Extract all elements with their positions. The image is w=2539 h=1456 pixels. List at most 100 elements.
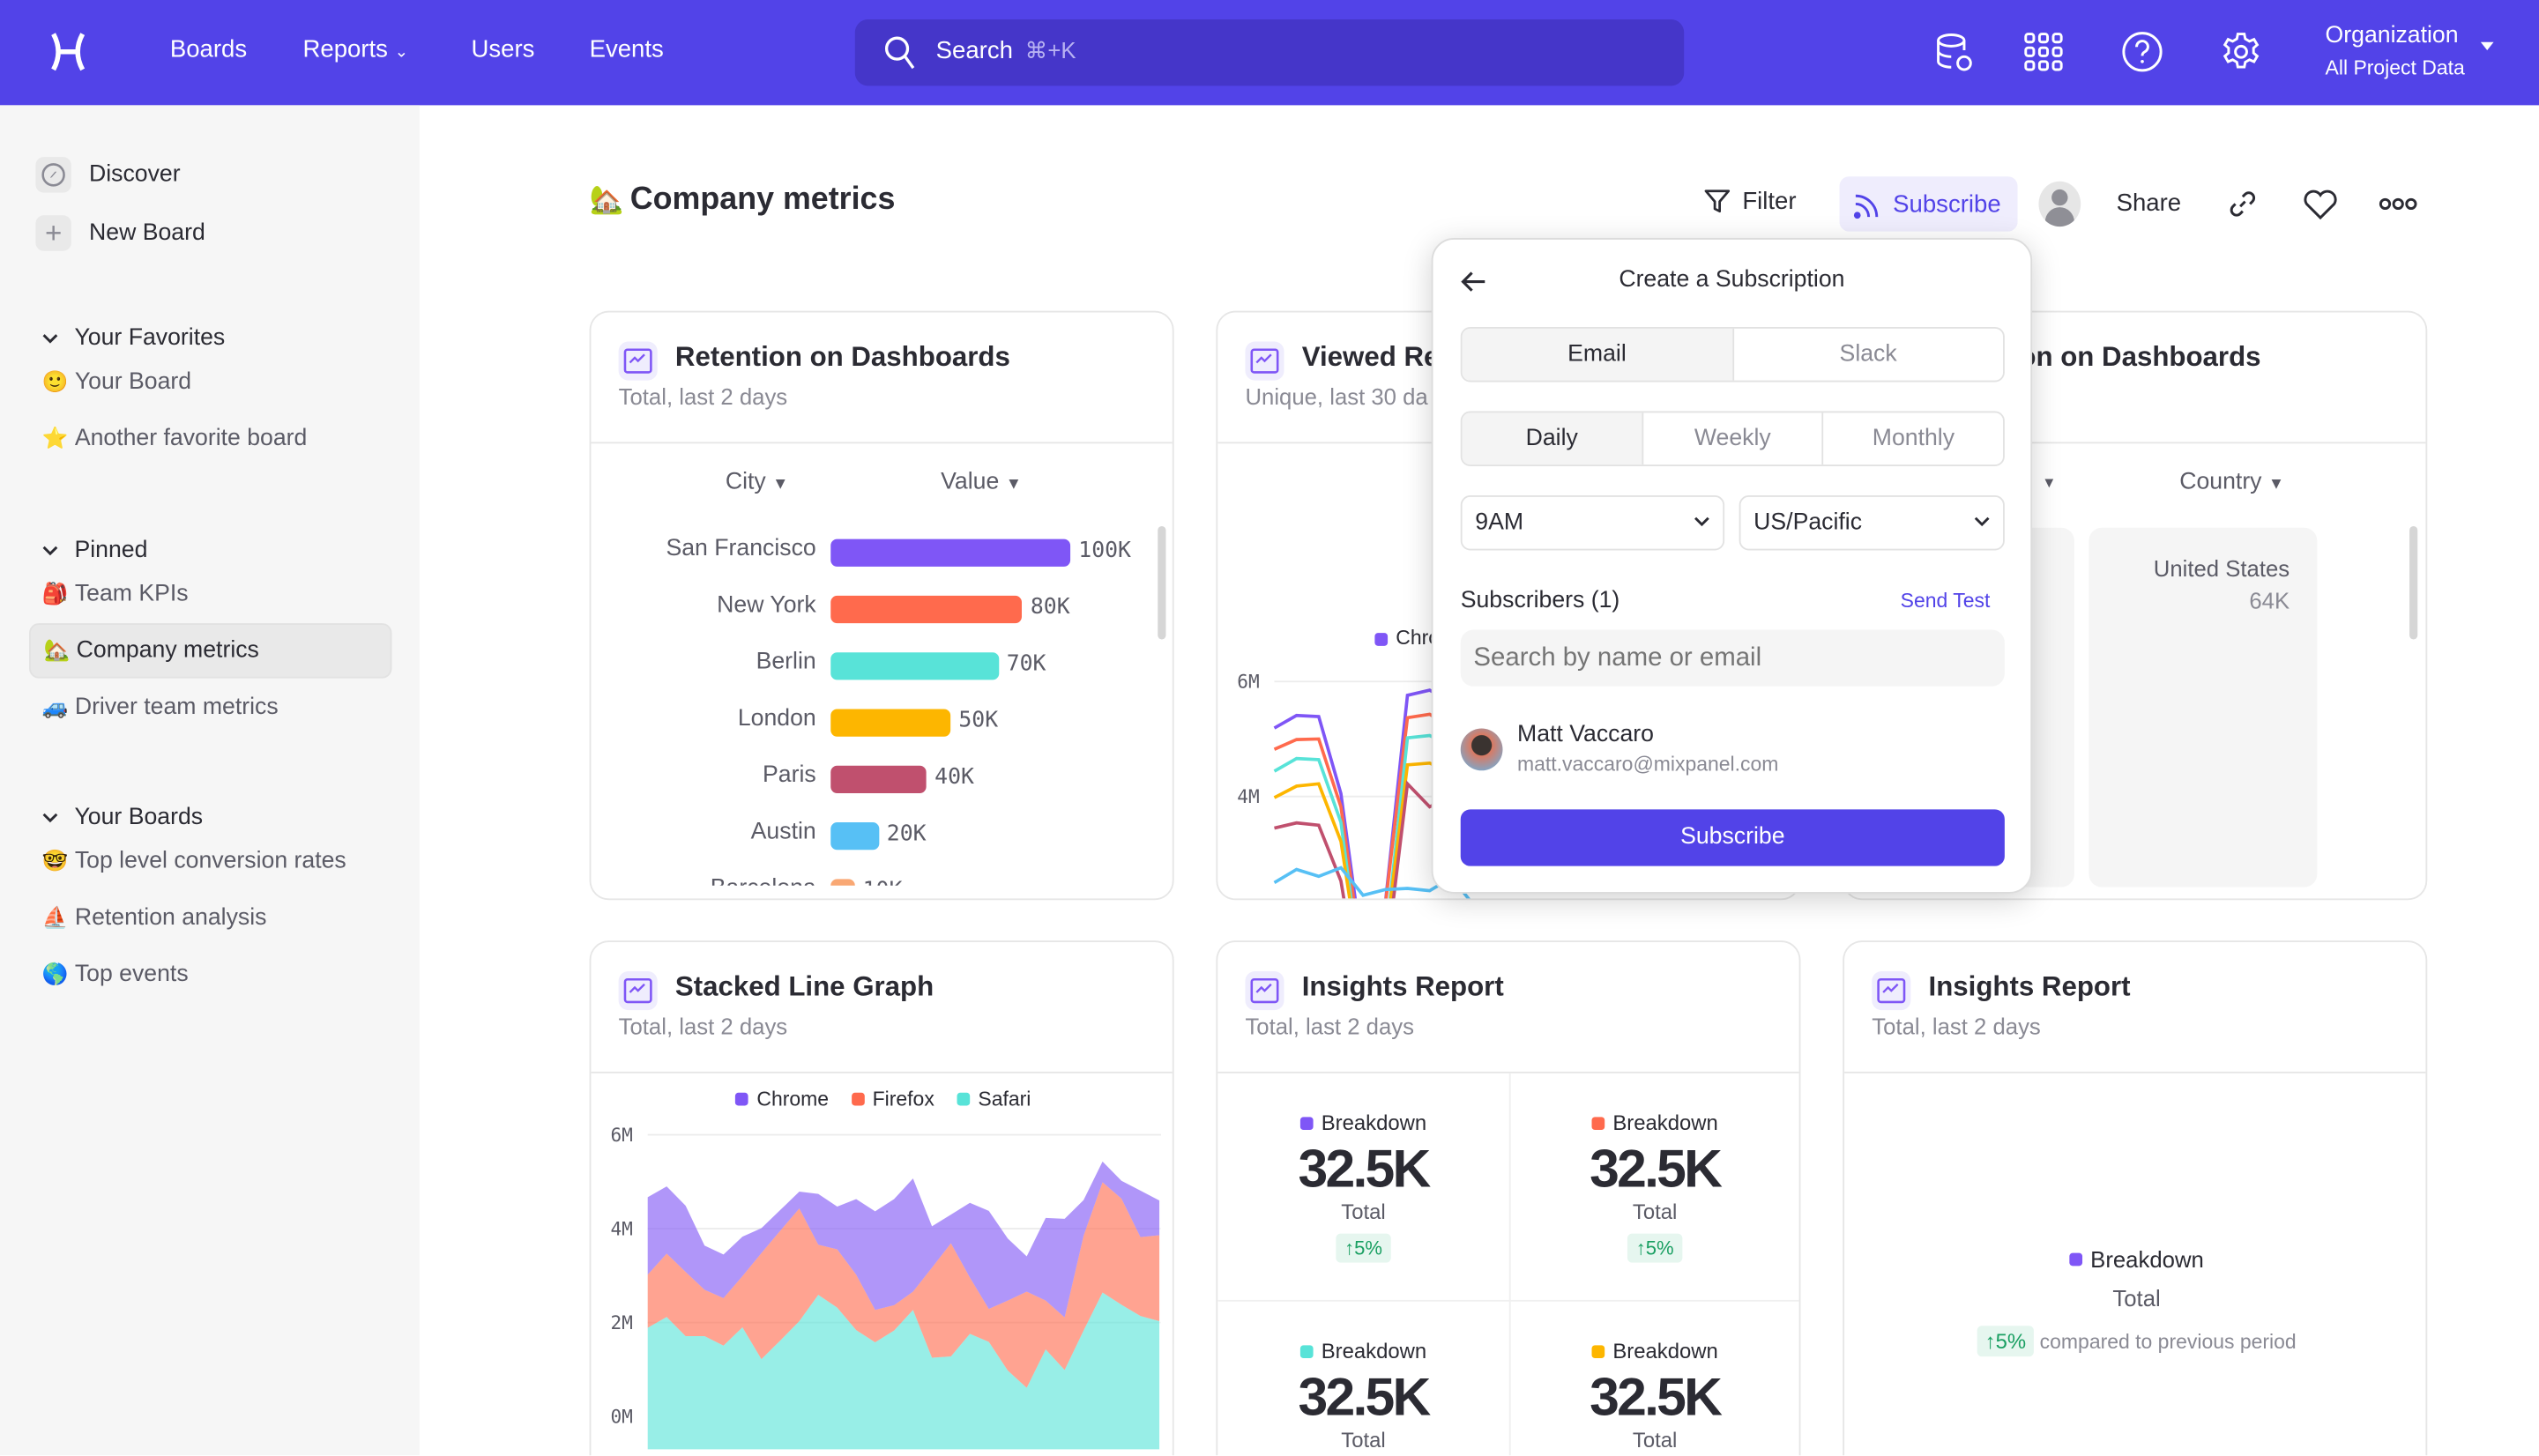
sidebar-section-header[interactable]: Your Favorites [42, 325, 225, 352]
metric-label: Breakdown [1509, 1111, 1799, 1135]
tab-daily[interactable]: Daily [1462, 412, 1642, 465]
line-chart-icon [618, 341, 658, 381]
nav-reports[interactable]: Reports ⌄ [302, 35, 408, 63]
caret-down-icon[interactable]: ▼ [2042, 474, 2057, 491]
column-label: City [725, 469, 766, 496]
search-input[interactable]: Search ⌘+K [854, 19, 1685, 86]
sidebar-section-header[interactable]: Your Boards [42, 805, 203, 830]
apps-grid-icon[interactable] [2024, 33, 2063, 71]
sidebar-item[interactable]: 🙂 Your Board [29, 354, 391, 409]
bar-label: London [737, 705, 816, 732]
legend-item[interactable]: Firefox [851, 1088, 934, 1111]
legend-swatch [735, 1092, 749, 1106]
avatar[interactable] [2038, 181, 2081, 227]
legend-item[interactable]: Safari [957, 1088, 1031, 1111]
send-test-link[interactable]: Send Test [1900, 589, 1991, 613]
search-placeholder: Search [935, 37, 1013, 65]
metric-value: 32.5K [1298, 1366, 1432, 1427]
more-icon[interactable] [2379, 196, 2417, 212]
link-icon[interactable] [2228, 189, 2257, 219]
card-title[interactable]: Stacked Line Graph [674, 971, 934, 1002]
scrollbar[interactable] [2409, 525, 2418, 640]
sidebar-item[interactable]: ⛵ Retention analysis [29, 890, 391, 945]
time-select[interactable]: 9AM [1460, 495, 1725, 551]
series-area[interactable] [647, 1182, 1160, 1388]
nav-boards[interactable]: Boards [169, 35, 248, 63]
card-title[interactable]: Retention on Dashboards [674, 341, 1010, 373]
help-icon[interactable] [2121, 31, 2163, 73]
legend-item[interactable]: Chrome [735, 1088, 829, 1111]
series-area[interactable] [647, 1161, 1160, 1318]
tab-slack[interactable]: Slack [1731, 328, 2003, 381]
card-title[interactable]: on on Dashboards [2019, 341, 2261, 373]
timezone-select[interactable]: US/Pacific [1739, 495, 2005, 551]
card-retention-on-dashboards[interactable]: Retention on Dashboards Total, last 2 da… [589, 310, 1174, 901]
tab-email[interactable]: Email [1462, 328, 1732, 381]
metric-label-text: Breakdown [2090, 1246, 2204, 1273]
sidebar-item[interactable]: ⭐ Another favorite board [29, 412, 391, 466]
sidebar-item[interactable]: 🏡 Company metrics [29, 623, 392, 679]
sidebar-item-discover[interactable]: Discover [35, 157, 181, 193]
country-column-header[interactable]: Country ▼ [2179, 470, 2284, 495]
card-title[interactable]: Viewed Re [1301, 341, 1440, 373]
insight-metric: Breakdown 32.5K Total [1217, 1339, 1509, 1452]
card-title[interactable]: Insights Report [1928, 971, 2131, 1002]
nav-users[interactable]: Users [471, 35, 535, 63]
sidebar-item[interactable]: 🎒 Team KPIs [29, 567, 391, 621]
chevron-down-icon [1694, 516, 1709, 527]
rss-icon [1853, 193, 1879, 219]
nav-events[interactable]: Events [589, 35, 664, 63]
bar[interactable] [830, 765, 927, 794]
subscribers-label: Subscribers (1) [1460, 587, 1620, 614]
bar[interactable] [830, 595, 1023, 624]
create-subscription-popup: Create a Subscription Email Slack Daily … [1431, 238, 2033, 894]
sidebar-item[interactable]: 🤓 Top level conversion rates [29, 834, 391, 888]
value-column-header[interactable]: Value ▼ [941, 470, 1022, 495]
subscriber-avatar [1460, 728, 1503, 771]
subscribe-button[interactable]: Subscribe [1839, 176, 2018, 232]
bar[interactable] [830, 822, 879, 851]
timezone-value: US/Pacific [1753, 509, 1863, 536]
card-title[interactable]: Insights Report [1301, 971, 1504, 1002]
city-column-header[interactable]: City ▼ [726, 470, 788, 495]
bar-label: Austin [750, 819, 816, 845]
caret-down-icon[interactable] [2480, 41, 2494, 50]
board-emoji: 🎒 [41, 581, 69, 605]
series-area[interactable] [647, 1292, 1160, 1450]
bar[interactable] [830, 709, 951, 737]
caret-down-icon: ▼ [772, 476, 789, 494]
tab-monthly[interactable]: Monthly [1821, 412, 2003, 465]
back-arrow-icon[interactable] [1461, 271, 1486, 293]
country-cell-united-states[interactable]: United States 64K [2089, 527, 2318, 888]
card-stacked-line-graph[interactable]: Stacked Line Graph Total, last 2 days Ch… [589, 940, 1174, 1456]
sidebar-section-header[interactable]: Pinned [42, 538, 147, 563]
legend-swatch [1299, 1116, 1314, 1130]
filter-button[interactable]: Filter [1703, 188, 1797, 215]
mixpanel-logo[interactable] [48, 33, 87, 71]
sidebar-item[interactable]: 🚙 Driver team metrics [29, 680, 391, 734]
card-insights-report-2[interactable]: Insights Report Total, last 2 days Break… [1843, 940, 2428, 1456]
database-settings-icon[interactable] [1935, 33, 1974, 75]
top-nav: Boards Reports ⌄ Users Events Search ⌘+K… [0, 0, 2539, 106]
gear-icon[interactable] [2220, 31, 2262, 73]
metric-total-label: Total [1632, 1200, 1678, 1224]
sidebar-item[interactable]: 🌎 Top events [29, 947, 391, 1001]
project-name[interactable]: All Project Data [2325, 56, 2465, 80]
org-title[interactable]: Organization [2325, 22, 2459, 49]
scrollbar[interactable] [1158, 525, 1166, 640]
card-insights-report[interactable]: Insights Report Total, last 2 days Break… [1216, 940, 1801, 1456]
change-badge: ↑5% [1977, 1326, 2035, 1357]
tab-weekly[interactable]: Weekly [1641, 412, 1822, 465]
metric-label-text: Breakdown [1612, 1338, 1718, 1363]
subscribe-submit-button[interactable]: Subscribe [1460, 809, 2005, 866]
share-button[interactable]: Share [2116, 189, 2182, 218]
column-label: Value [941, 469, 1000, 496]
bar[interactable] [830, 652, 999, 680]
bar[interactable] [830, 879, 855, 886]
bar[interactable] [830, 539, 1071, 567]
legend-swatch [851, 1092, 865, 1106]
sidebar-item-new-board[interactable]: + New Board [35, 215, 205, 251]
subscriber-search-input[interactable] [1460, 629, 2005, 687]
metric-change-row: ↑5% compared to previous period [1844, 1316, 2425, 1357]
heart-icon[interactable] [2303, 189, 2338, 220]
